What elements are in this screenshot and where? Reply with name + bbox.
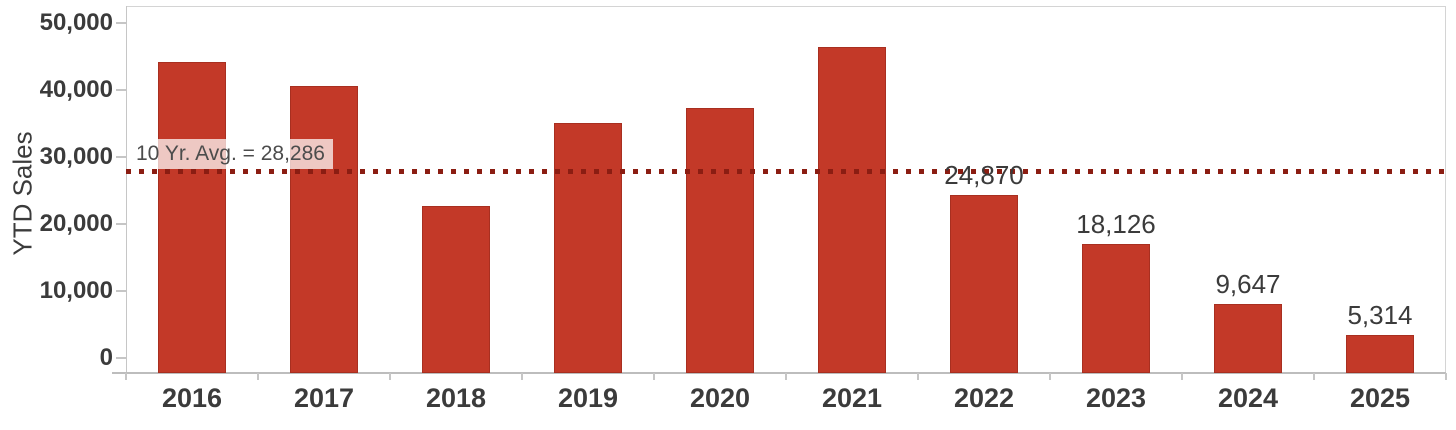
x-axis-tick-mark — [653, 373, 655, 380]
x-axis-label-2019: 2019 — [557, 383, 619, 413]
bar-2020[interactable] — [686, 108, 754, 373]
y-axis-title: YTD Sales — [7, 131, 38, 256]
x-axis-tick-mark — [1313, 373, 1315, 380]
y-axis-tick-mark — [116, 22, 126, 24]
y-axis-tick-label: 30,000 — [39, 143, 113, 170]
bar-2022[interactable] — [950, 195, 1018, 373]
bar-value-label-2023: 18,126 — [1076, 209, 1156, 239]
x-axis-tick-mark — [389, 373, 391, 380]
bar-2018[interactable] — [422, 206, 490, 373]
bar-value-label-2022: 24,870 — [944, 160, 1024, 190]
x-axis-label-2018: 2018 — [425, 383, 487, 413]
x-axis-label-2024: 2024 — [1217, 383, 1279, 413]
x-axis-label-2017: 2017 — [293, 383, 355, 413]
plot-border-right — [1445, 6, 1446, 373]
y-axis-tick-mark — [116, 290, 126, 292]
y-axis-tick-mark — [116, 357, 126, 359]
x-axis-tick-mark — [125, 373, 127, 380]
y-axis-tick-label: 0 — [99, 344, 113, 371]
y-axis-tick-mark — [116, 156, 126, 158]
x-axis-label-2020: 2020 — [689, 383, 751, 413]
plot-border-top — [126, 6, 1446, 7]
x-axis-label-2023: 2023 — [1085, 383, 1147, 413]
y-axis-tick-label: 50,000 — [39, 9, 113, 36]
y-axis-tick-label: 40,000 — [39, 76, 113, 103]
bar-2024[interactable] — [1214, 304, 1282, 373]
x-axis-line — [112, 372, 1446, 374]
x-axis-label-2021: 2021 — [821, 383, 883, 413]
x-axis-tick-mark — [521, 373, 523, 380]
x-axis-label-2016: 2016 — [161, 383, 223, 413]
y-axis-tick-mark — [116, 223, 126, 225]
bar-value-label-2024: 9,647 — [1215, 269, 1281, 299]
x-axis-tick-mark — [257, 373, 259, 380]
y-axis-line — [126, 6, 127, 373]
x-axis-tick-mark — [1445, 373, 1447, 380]
x-axis-tick-mark — [1181, 373, 1183, 380]
x-axis-label-2025: 2025 — [1349, 383, 1411, 413]
x-axis-tick-mark — [917, 373, 919, 380]
y-axis-tick-mark — [116, 89, 126, 91]
bar-2019[interactable] — [554, 123, 622, 373]
bar-value-label-2025: 5,314 — [1347, 300, 1413, 330]
x-axis-tick-mark — [785, 373, 787, 380]
y-axis-tick-label: 20,000 — [39, 210, 113, 237]
bar-2023[interactable] — [1082, 244, 1150, 373]
x-axis-tick-mark — [1049, 373, 1051, 380]
average-annotation: 10 Yr. Avg. = 28,286 — [128, 139, 333, 169]
y-axis-tick-label: 10,000 — [39, 277, 113, 304]
bar-2021[interactable] — [818, 47, 886, 373]
bar-2025[interactable] — [1346, 335, 1414, 373]
bar-2017[interactable] — [290, 86, 358, 373]
average-reference-line — [126, 169, 1446, 175]
bar-2016[interactable] — [158, 62, 226, 373]
x-axis-label-2022: 2022 — [953, 383, 1015, 413]
